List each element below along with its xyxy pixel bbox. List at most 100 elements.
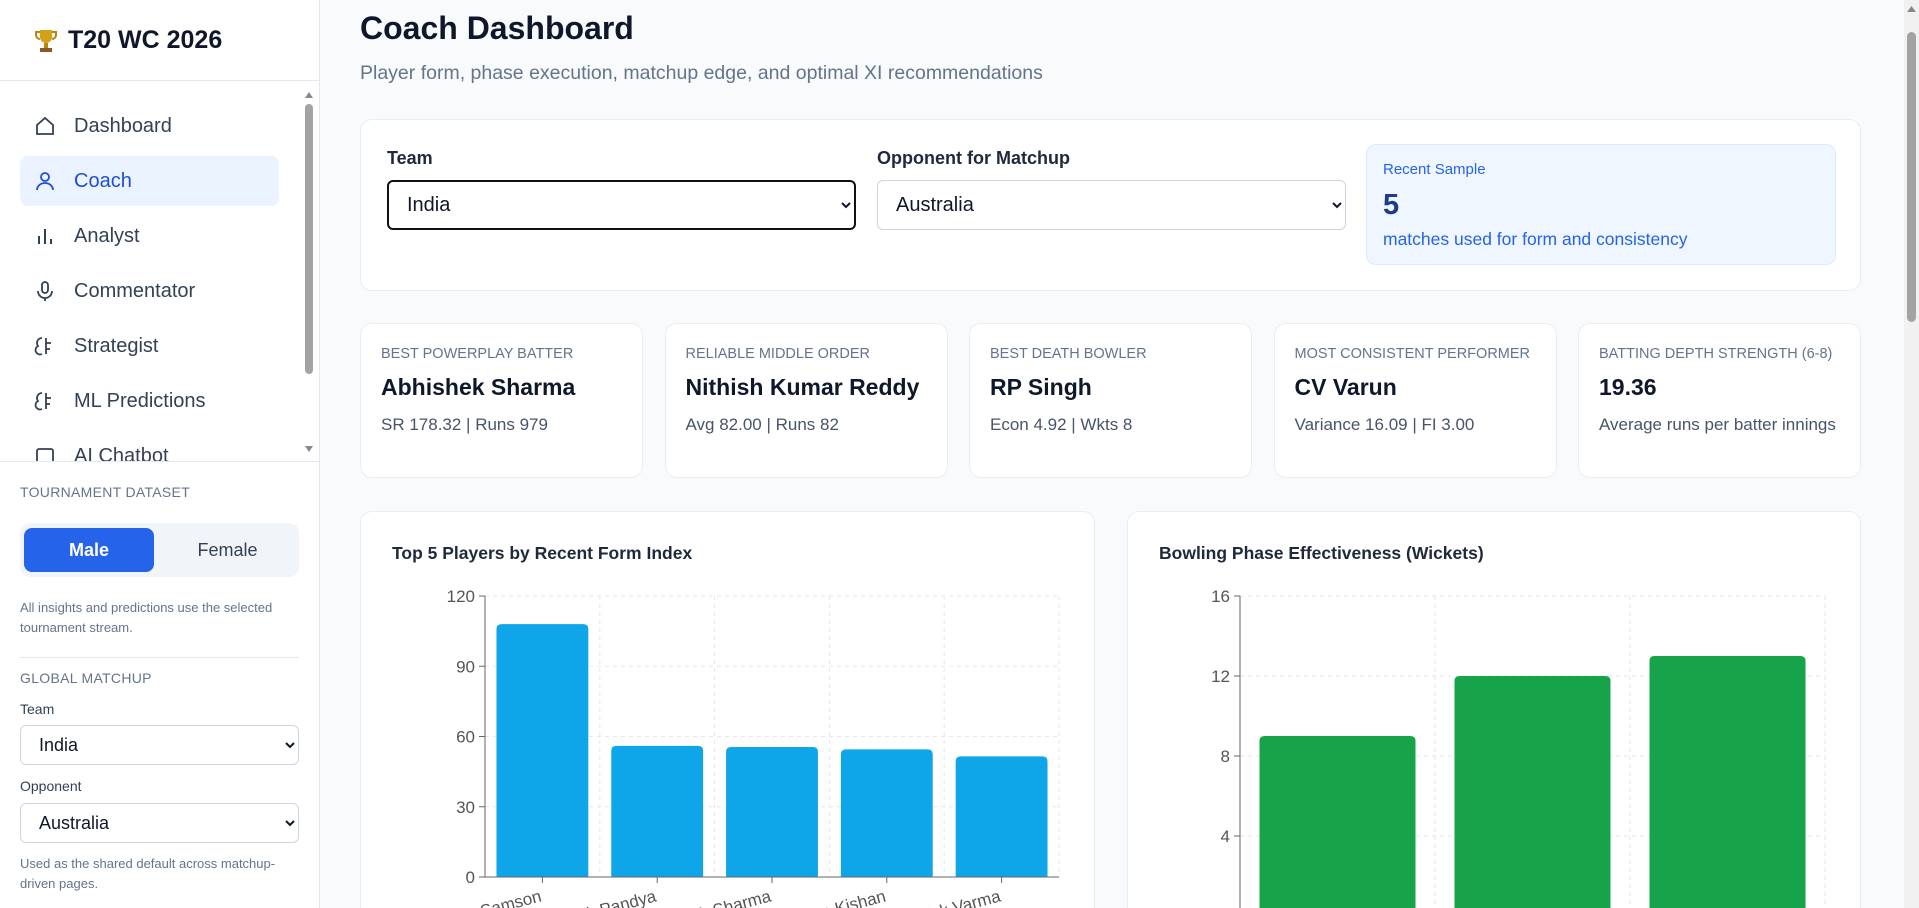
bar [496,624,589,877]
nav-item[interactable]: ML Predictions [20,376,279,426]
kpi-name: Nithish Kumar Reddy [685,374,920,400]
team-select[interactable]: India [387,180,856,230]
opponent-select[interactable]: Australia [877,180,1346,230]
y-tick-label: 4 [1221,827,1230,846]
nav-label: Strategist [74,334,159,357]
kpi-name: RP Singh [990,374,1092,400]
x-tick-label: Hardik Pandya [546,886,659,908]
brand-title: T20 WC 2026 [68,26,223,54]
nav-list: Dashboard Coach Analyst Commentator Strategi… [0,82,320,462]
y-tick-label: 120 [447,587,475,606]
x-tick-label: Abhishek Sharma [639,886,774,908]
chart-card: Top 5 Players by Recent Form Index 0 30 60 9… [360,511,1095,908]
kpi-label: MOST CONSISTENT PERFORMER [1294,346,1531,362]
nav-label: AI Chatbot [74,444,169,463]
field-label: Opponent for Matchup [877,148,1070,168]
y-tick-label: 8 [1221,747,1230,766]
nav-item[interactable]: Dashboard [20,101,279,151]
kpi-detail: Average runs per batter innings [1599,415,1836,434]
sample-caption: matches used for form and consistency [1383,229,1688,249]
sample-label: Recent Sample [1383,161,1486,178]
kpi-name: Abhishek Sharma [381,374,576,400]
kpi-card: MOST CONSISTENT PERFORMER CV Varun Varianc… [1273,323,1557,478]
chart-title: Top 5 Players by Recent Form Index [392,543,692,563]
kpi-detail: Avg 82.00 | Runs 82 [685,415,839,434]
sample-value: 5 [1383,189,1400,221]
y-tick-label: 0 [466,868,475,887]
field-label: Team [20,701,55,717]
nav-item[interactable]: Coach [20,156,279,206]
nav-icon [36,116,54,135]
kpi-name: 19.36 [1599,374,1657,400]
nav-label: Analyst [74,224,140,247]
divider [20,657,299,658]
y-tick-label: 12 [1211,667,1230,686]
bar [1649,656,1806,908]
bar [726,747,818,877]
chart: Bowling Phase Effectiveness (Wickets) 4 8 1… [1159,543,1826,908]
chart-card: Bowling Phase Effectiveness (Wickets) 4 8 1… [1127,511,1861,908]
kpi-detail: SR 178.32 | Runs 979 [381,415,548,434]
nav-scrollbar [303,88,315,458]
team-select[interactable]: India [20,725,299,765]
kpi-label: BEST POWERPLAY BATTER [381,346,574,362]
dataset-note: All insights and predictions use the sel… [20,600,273,635]
kpi-detail: Econ 4.92 | Wkts 8 [990,415,1133,434]
nav-icon [37,281,53,301]
kpi-card: BEST POWERPLAY BATTER Abhishek Sharma SR 1… [360,323,643,478]
bar [840,749,933,877]
section-heading: TOURNAMENT DATASET [20,484,191,500]
nav-item[interactable]: Strategist [20,321,279,371]
toggle-male[interactable]: Male [24,528,154,572]
nav-label: Dashboard [74,114,172,137]
matchup-note: Used as the shared default across matchu… [20,856,276,891]
nav-item[interactable]: AI Chatbot [20,431,279,462]
chart: Top 5 Players by Recent Form Index 0 30 60 9… [392,543,1060,908]
y-tick-label: 60 [456,728,475,747]
field-label: Opponent [20,778,82,794]
kpi-label: BEST DEATH BOWLER [990,346,1147,362]
divider [0,80,320,81]
divider [0,461,320,462]
opponent-select[interactable]: Australia [20,803,299,843]
bar [611,745,704,877]
kpi-card: BEST DEATH BOWLER RP Singh Econ 4.92 | Wkt… [969,323,1252,478]
page-title: Coach Dashboard [360,10,634,46]
y-tick-label: 30 [456,798,475,817]
x-tick-label: Sanju Samson [432,887,544,908]
nav-item[interactable]: Commentator [20,266,279,316]
field-label: Team [387,148,433,168]
section-heading: GLOBAL MATCHUP [20,670,152,686]
nav-icon [36,172,54,191]
chart-title: Bowling Phase Effectiveness (Wickets) [1159,543,1484,563]
bar [1259,736,1416,908]
bar [1454,676,1611,908]
filter-card: Team India Opponent for Matchup Australi… [360,119,1861,291]
page-subtitle: Player form, phase execution, matchup ed… [360,62,1043,84]
y-tick-label: 16 [1211,587,1230,606]
nav-icon [38,229,52,244]
kpi-name: CV Varun [1294,374,1397,400]
nav-label: ML Predictions [74,389,206,412]
nav-item[interactable]: Analyst [20,211,279,261]
bar [955,756,1048,877]
page-scrollbar [1904,0,1919,908]
kpi-card: RELIABLE MIDDLE ORDER Nithish Kumar Reddy… [664,323,948,478]
kpi-label: RELIABLE MIDDLE ORDER [685,346,871,362]
trophy-icon [35,29,57,52]
kpi-detail: Variance 16.09 | FI 3.00 [1294,415,1475,434]
nav-icon [36,448,54,462]
nav-icon [34,337,51,356]
nav-label: Coach [74,169,132,192]
kpi-label: BATTING DEPTH STRENGTH (6-8) [1599,346,1833,362]
sample-box: Recent Sample 5 matches used for form an… [1366,144,1836,265]
dataset-toggle: Male Female [20,523,299,577]
x-tick-label: Ishan Kishan [788,887,888,908]
kpi-card: BATTING DEPTH STRENGTH (6-8) 19.36 Average… [1578,323,1861,478]
sidebar: T20 WC 2026 Dashboard Coach Analyst Comment… [0,0,320,908]
toggle-female[interactable]: Female [197,539,258,560]
nav-label: Commentator [74,279,196,302]
y-tick-label: 90 [456,657,475,676]
